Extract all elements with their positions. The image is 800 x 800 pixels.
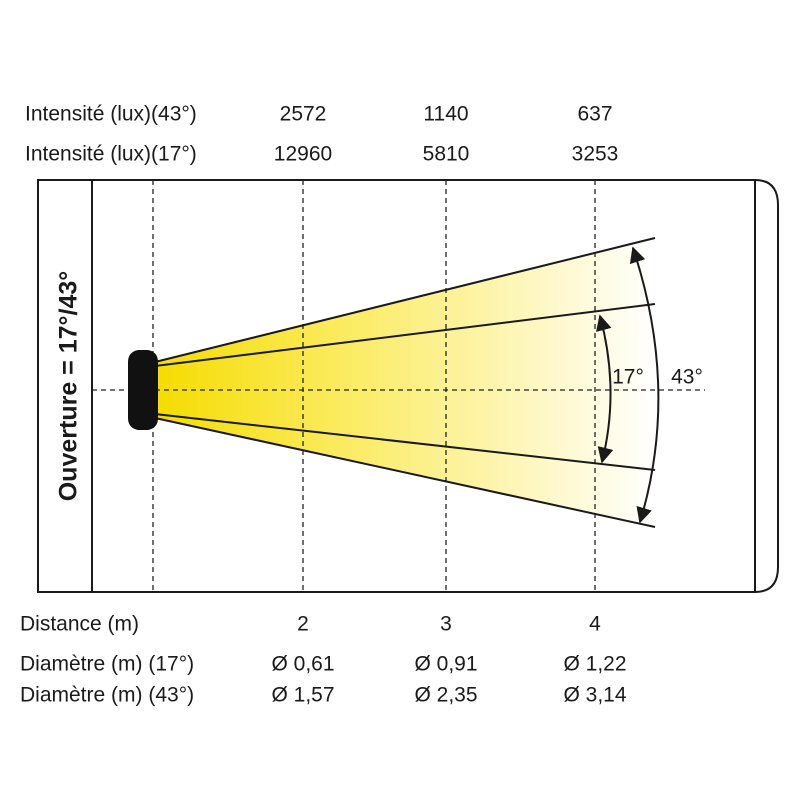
diameter-value: Ø 0,91 bbox=[414, 653, 477, 676]
diameter-value: Ø 1,22 bbox=[563, 653, 626, 676]
angle-arc-17 bbox=[596, 314, 614, 464]
intensity-label: Intensité (lux)(17°) bbox=[25, 143, 197, 166]
beam-edge-17 bbox=[154, 413, 656, 471]
angle-label: 43° bbox=[671, 366, 703, 389]
intensity-value: 5810 bbox=[423, 143, 470, 166]
intensity-value: 637 bbox=[577, 103, 612, 126]
intensity-value: 12960 bbox=[274, 143, 332, 166]
intensity-label: Intensité (lux)(43°) bbox=[25, 103, 197, 126]
diameter-label: Diamètre (m) (17°) bbox=[20, 653, 194, 676]
distance-value: 4 bbox=[589, 613, 601, 636]
diameter-value: Ø 1,57 bbox=[271, 684, 334, 707]
intensity-value: 2572 bbox=[280, 103, 327, 126]
angle-label: 17° bbox=[612, 366, 644, 389]
distance-value: 3 bbox=[440, 613, 452, 636]
intensity-value: 3253 bbox=[572, 143, 619, 166]
distance-value: 2 bbox=[297, 613, 309, 636]
frame bbox=[37, 179, 779, 593]
angle-arc-43 bbox=[629, 246, 660, 524]
diameter-label: Diamètre (m) (43°) bbox=[20, 684, 194, 707]
beam-edge-43 bbox=[154, 237, 656, 363]
light-beam bbox=[155, 238, 655, 527]
distance-label: Distance (m) bbox=[20, 613, 139, 636]
aperture-label: Ouverture = 17°/43° bbox=[55, 271, 83, 502]
diameter-value: Ø 3,14 bbox=[563, 684, 626, 707]
beam-edge-43 bbox=[154, 417, 656, 528]
diameter-value: Ø 0,61 bbox=[271, 653, 334, 676]
fixture bbox=[128, 350, 158, 430]
beam-edge-17 bbox=[154, 303, 656, 367]
diameter-value: Ø 2,35 bbox=[414, 684, 477, 707]
intensity-value: 1140 bbox=[423, 103, 468, 126]
